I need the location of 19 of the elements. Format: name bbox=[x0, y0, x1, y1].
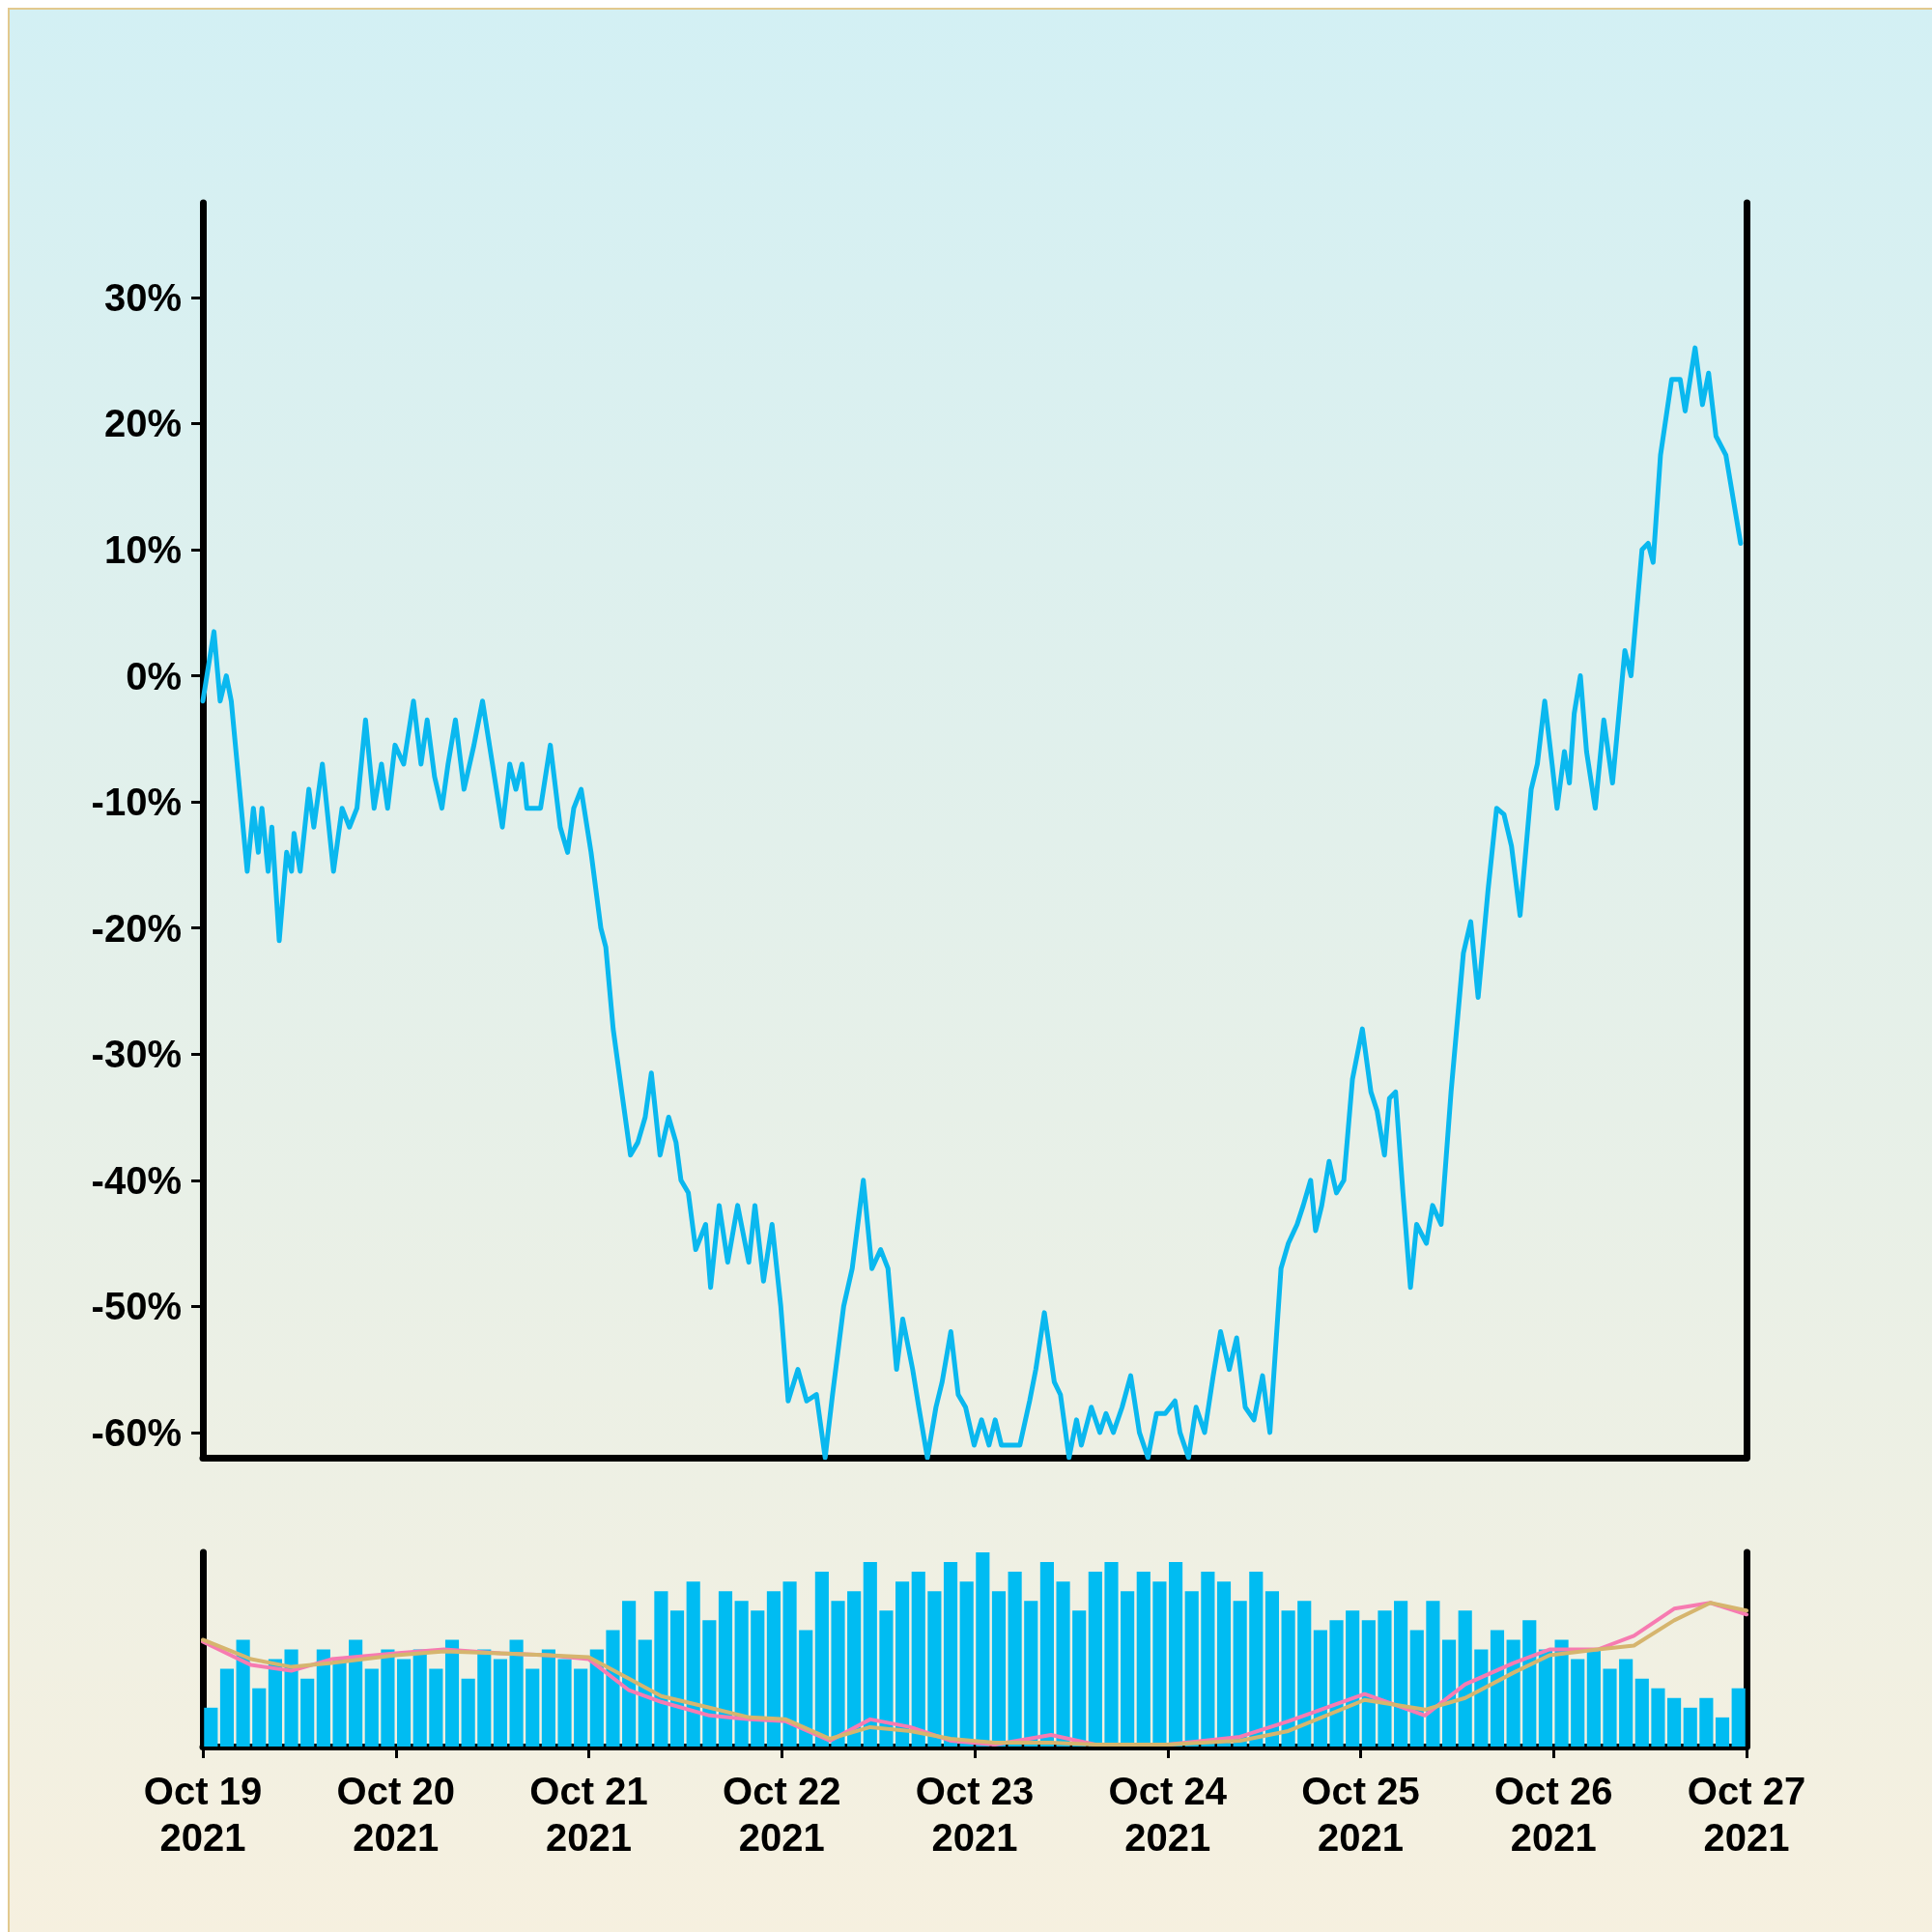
x-tick-label: Oct 27 2021 bbox=[1687, 1770, 1806, 1859]
x-tick-label: Oct 21 2021 bbox=[529, 1770, 648, 1859]
x-tick-label: Oct 26 2021 bbox=[1494, 1770, 1613, 1859]
y-tick-label: -30% bbox=[91, 1033, 182, 1076]
y-tick-label: -40% bbox=[91, 1158, 182, 1202]
y-tick-label: -50% bbox=[91, 1285, 182, 1328]
x-tick-label: Oct 20 2021 bbox=[336, 1770, 455, 1859]
y-tick-label: 20% bbox=[103, 402, 182, 445]
y-tick-label: 30% bbox=[103, 275, 182, 319]
x-tick-label: Oct 22 2021 bbox=[723, 1770, 841, 1859]
y-tick-label: -60% bbox=[91, 1410, 182, 1454]
x-tick-label: Oct 24 2021 bbox=[1108, 1770, 1228, 1859]
x-tick-label: Oct 23 2021 bbox=[915, 1770, 1035, 1859]
y-tick-label: -10% bbox=[91, 781, 182, 824]
y-tick-label: -20% bbox=[91, 906, 182, 950]
x-tick-label: Oct 25 2021 bbox=[1301, 1770, 1420, 1859]
x-tick-label: Oct 19 2021 bbox=[143, 1770, 263, 1859]
y-tick-label: 10% bbox=[103, 528, 182, 572]
y-tick-label: 0% bbox=[126, 654, 182, 697]
